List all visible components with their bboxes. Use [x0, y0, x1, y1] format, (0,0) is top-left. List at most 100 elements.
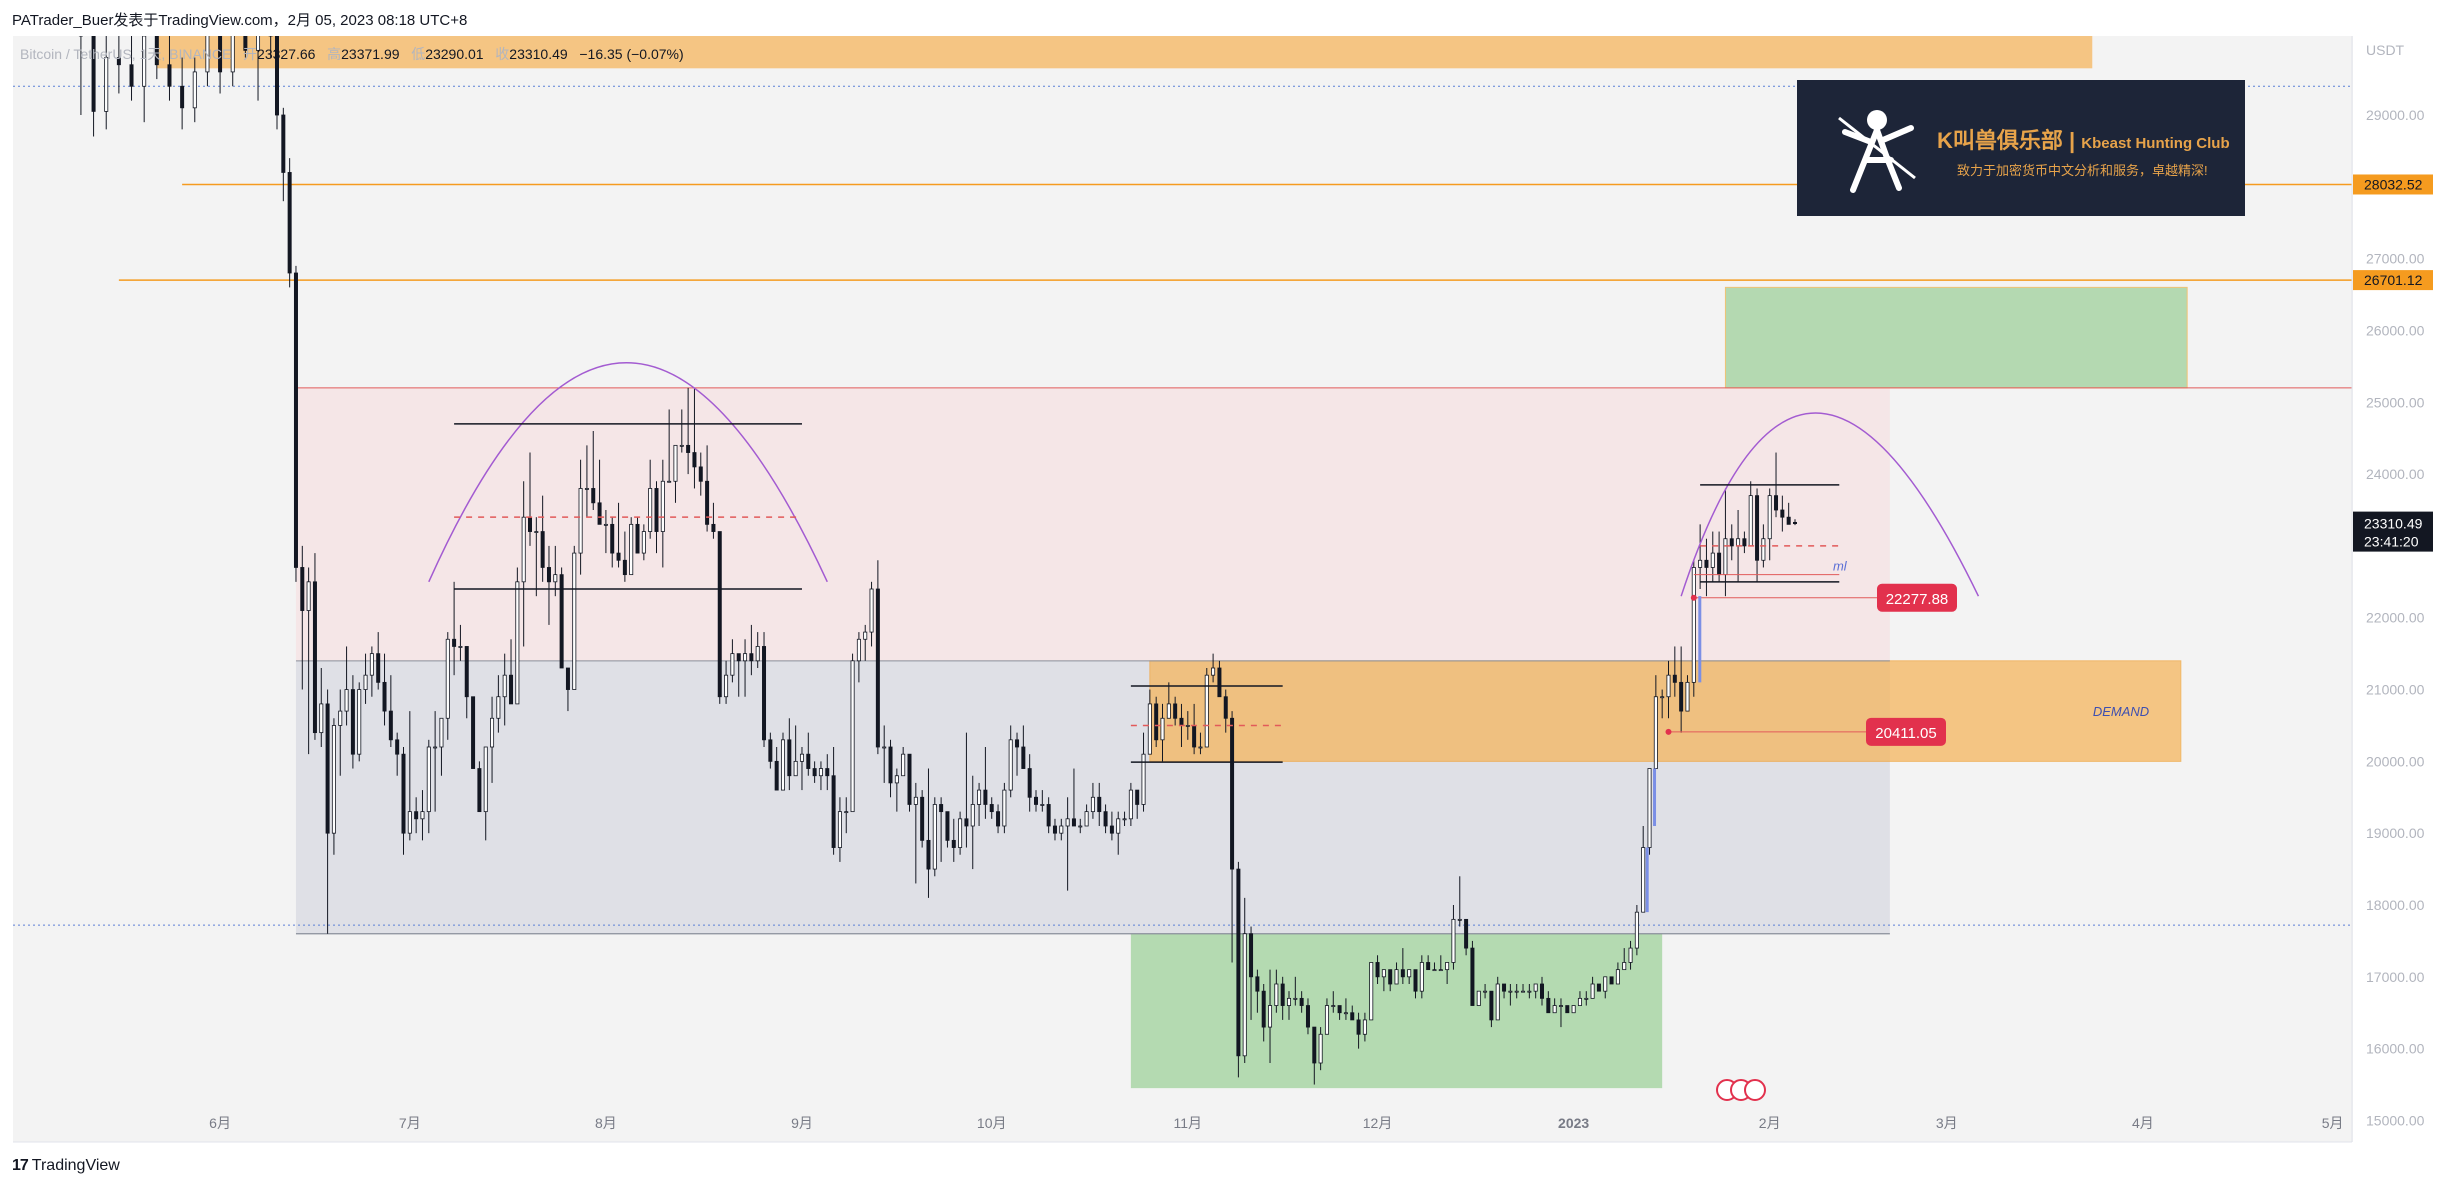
- candle-body: [812, 768, 817, 777]
- candle-body: [774, 760, 779, 791]
- candle: [958, 811, 963, 855]
- candle-body: [319, 703, 324, 734]
- candle: [300, 545, 305, 690]
- candle-body: [1451, 918, 1456, 963]
- candle-body: [648, 488, 653, 532]
- candle: [1097, 782, 1102, 826]
- candle: [597, 459, 602, 525]
- candle: [939, 797, 944, 862]
- candle-body: [1615, 969, 1620, 985]
- candle-body: [635, 523, 640, 554]
- ml-label: ml: [1833, 558, 1848, 573]
- candle-body: [325, 703, 330, 834]
- candle-body: [426, 746, 431, 813]
- candle: [363, 653, 368, 704]
- candle: [1400, 948, 1405, 984]
- event-markers[interactable]: [1716, 1079, 1766, 1101]
- candle: [325, 689, 330, 934]
- high-value: 23371.99: [341, 46, 400, 62]
- candle: [1502, 983, 1507, 999]
- ohlc-legend: Bitcoin / TetherUS, 1天, BINANCE 开23327.6…: [20, 44, 684, 64]
- candle-body: [844, 811, 849, 814]
- candle: [610, 517, 615, 568]
- candle-body: [1653, 696, 1658, 769]
- candle-body: [1052, 825, 1057, 834]
- candle-body: [1280, 983, 1285, 1006]
- candle: [1027, 754, 1032, 812]
- candle-body: [477, 768, 482, 813]
- candle-body: [1097, 796, 1102, 813]
- candle-body: [654, 488, 659, 532]
- candle-body: [597, 502, 602, 525]
- candle: [1786, 502, 1791, 525]
- candle: [616, 502, 621, 568]
- last-price-badge: 23310.49 23:41:20: [2353, 511, 2433, 552]
- candle: [376, 632, 381, 690]
- candle-body: [1090, 796, 1095, 813]
- candle-body: [1204, 674, 1209, 748]
- candle: [1647, 768, 1652, 855]
- candle-body: [888, 746, 893, 784]
- candle: [1166, 682, 1171, 719]
- candle: [825, 754, 830, 791]
- candle: [1135, 789, 1140, 819]
- candle-body: [116, 57, 121, 66]
- club-title-cn: K叫兽俱乐部: [1937, 128, 2063, 153]
- symbol-label[interactable]: Bitcoin / TetherUS, 1天, BINANCE: [20, 46, 232, 62]
- candle-body: [1008, 739, 1013, 791]
- time-axis[interactable]: 6月 7月 8月 9月 10月 11月 12月 2023 2月 3月 4月 5月: [13, 1115, 2352, 1143]
- price-tick-label: 25000.00: [2366, 394, 2425, 410]
- candle: [1577, 991, 1582, 1006]
- price-tag-22277-text: 22277.88: [1886, 591, 1949, 608]
- candle-body: [445, 638, 450, 719]
- candle: [831, 747, 836, 855]
- candle-body: [705, 480, 710, 525]
- candle: [755, 632, 760, 668]
- candle: [901, 747, 906, 777]
- candle-body: [1103, 811, 1108, 827]
- price-tick-label: 24000.00: [2366, 466, 2425, 482]
- candle-body: [1710, 552, 1715, 568]
- candle-body: [724, 674, 729, 698]
- candle: [458, 624, 463, 661]
- price-axis-unit: USDT: [2366, 42, 2405, 58]
- candle-body: [686, 444, 691, 453]
- candle-body: [357, 689, 362, 755]
- candle: [1173, 696, 1178, 726]
- candle: [1641, 826, 1646, 913]
- price-axis[interactable]: USDT29000.0028000.0027000.0026000.002500…: [2351, 36, 2425, 1142]
- price-tag-20411-bg: [1866, 717, 1946, 746]
- candle: [1691, 560, 1696, 697]
- candle: [1464, 918, 1469, 956]
- candle-body: [1109, 825, 1114, 834]
- candle-body: [1369, 962, 1374, 1021]
- candle-body: [1021, 746, 1026, 769]
- change-value: −16.35 (−0.07%): [579, 46, 684, 62]
- candle: [1698, 524, 1703, 589]
- candle-body: [1312, 1026, 1317, 1064]
- candle: [331, 718, 336, 855]
- candle-body: [1641, 847, 1646, 913]
- candle-body: [1603, 976, 1608, 992]
- candle: [1552, 998, 1557, 1014]
- time-tick-label: 8月: [595, 1115, 617, 1131]
- candle: [521, 481, 526, 647]
- candle: [395, 732, 400, 776]
- candle-body: [749, 653, 754, 662]
- candle: [812, 761, 817, 783]
- candle-body: [1268, 1005, 1273, 1028]
- candle: [312, 553, 317, 740]
- candle-body: [376, 653, 381, 683]
- candle: [1185, 711, 1190, 740]
- time-tick-label: 11月: [1174, 1115, 1203, 1131]
- candle-body: [907, 753, 912, 805]
- tradingview-logo[interactable]: 17 TradingView: [12, 1157, 120, 1175]
- candle: [1508, 984, 1513, 1006]
- candle: [635, 517, 640, 554]
- candle: [1280, 976, 1285, 1020]
- candle: [1324, 998, 1329, 1035]
- candle-body: [1394, 969, 1399, 985]
- candle: [1476, 990, 1481, 1006]
- candle: [1445, 962, 1450, 984]
- candle-body: [1540, 983, 1545, 999]
